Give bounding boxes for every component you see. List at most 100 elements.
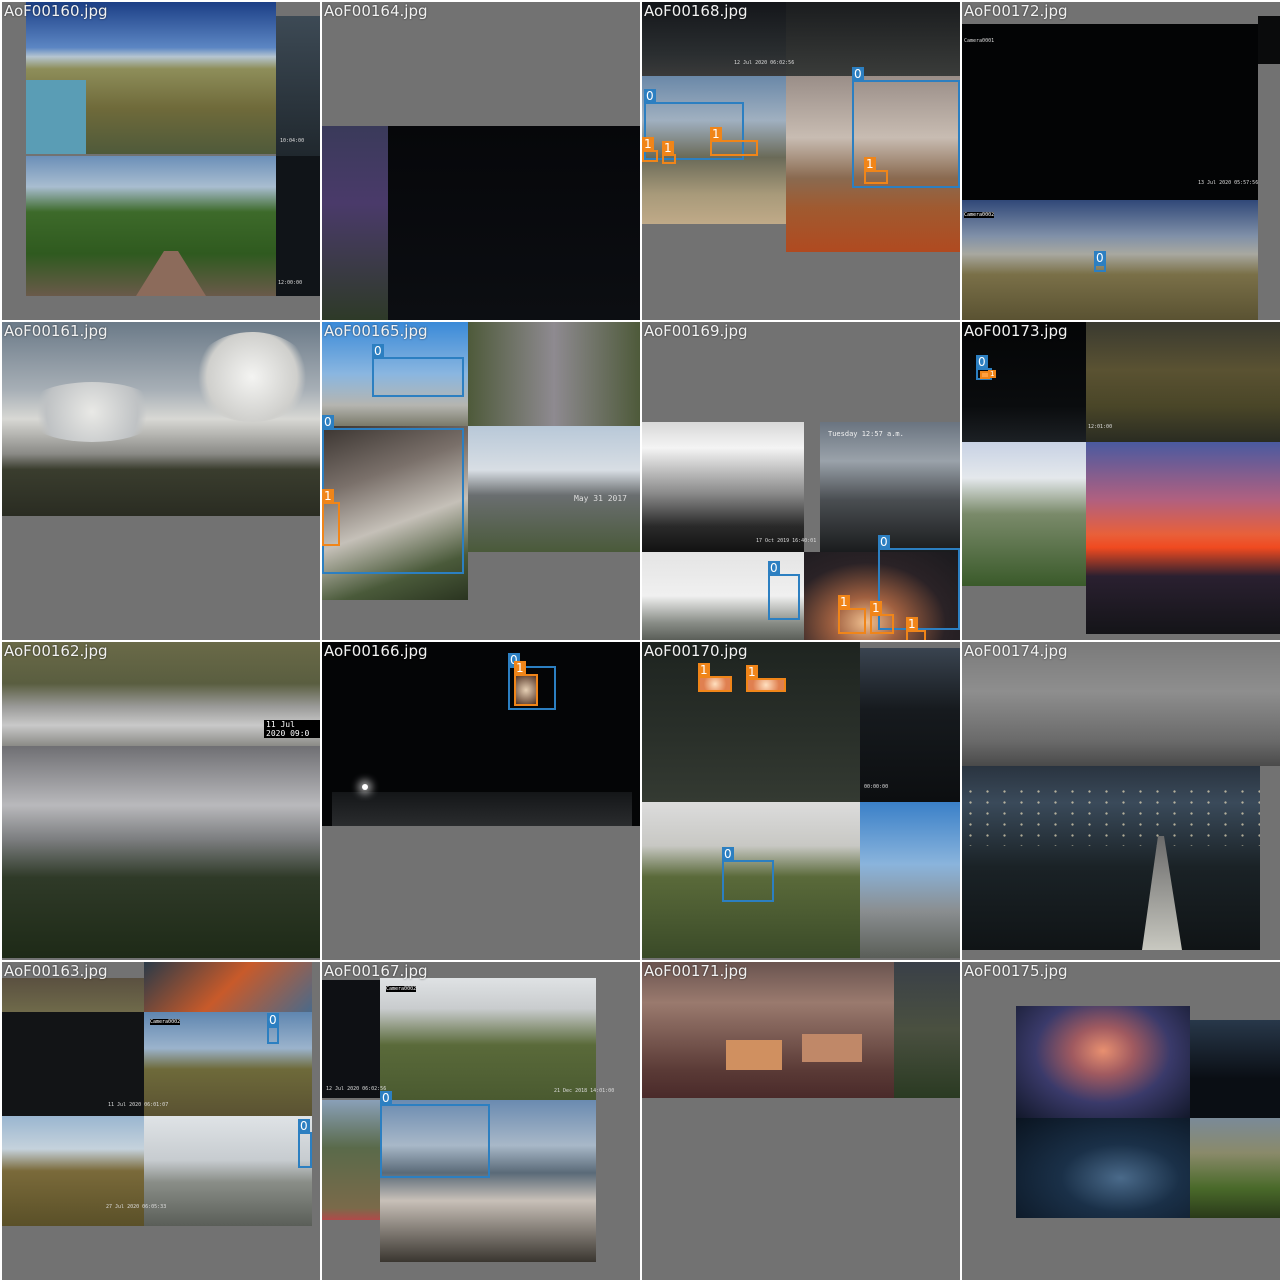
box-class-1: 1 <box>864 157 888 184</box>
box-label: 1 <box>746 665 758 679</box>
camera-label: Camera0002 <box>964 212 995 218</box>
tile-aof00166: AoF00166.jpg 0 1 <box>322 642 640 960</box>
photo-building <box>802 1034 862 1062</box>
box-class-1: 1 <box>980 370 997 379</box>
box-class-0: 0 <box>372 344 464 397</box>
timestamp: 00:00:00 <box>864 784 889 790</box>
photo-night <box>2 1012 144 1116</box>
timestamp: 12 Jul 2020 06:02:56 <box>734 60 795 66</box>
tile-filename: AoF00161.jpg <box>4 322 108 340</box>
box-label: 0 <box>852 67 864 81</box>
timestamp: 12:00:00 <box>278 280 303 286</box>
box-label: 0 <box>267 1013 279 1027</box>
tile-filename: AoF00174.jpg <box>964 642 1068 660</box>
photo-night-scene <box>388 126 640 320</box>
box-label: 1 <box>906 617 918 631</box>
photo-dark-field <box>786 2 960 76</box>
box-class-0: 0 <box>1094 251 1106 272</box>
photo-hill-dawn <box>962 200 1258 320</box>
photo-lightning-storm <box>1016 1006 1190 1118</box>
photo-city-lights <box>962 786 1260 846</box>
box-class-0: 0 <box>878 535 960 630</box>
photo-storm-clouds <box>1016 1118 1190 1218</box>
box-class-1: 1 <box>746 665 786 692</box>
photo-hills <box>2 978 144 1012</box>
tile-filename: AoF00175.jpg <box>964 962 1068 980</box>
photo-grayscale-road <box>962 642 1280 766</box>
box-class-0: 0 <box>380 1091 490 1178</box>
box-label: 0 <box>644 89 656 103</box>
box-label: 0 <box>322 415 334 429</box>
tile-aof00172: AoF00172.jpg Camera0001 13 Jul 2020 05:5… <box>962 2 1280 320</box>
tile-filename: AoF00163.jpg <box>4 962 108 980</box>
tile-aof00175: AoF00175.jpg <box>962 962 1280 1280</box>
photo-night-strip <box>276 156 320 296</box>
box-class-1: 1 <box>322 489 340 546</box>
box-label: 0 <box>1094 251 1106 265</box>
timestamp: 12 Jul 2020 06:02:56 <box>326 1086 387 1092</box>
box-class-0: 0 <box>644 89 744 160</box>
photo-dark-strip <box>276 16 320 156</box>
box-label: 1 <box>988 370 997 378</box>
box-class-0: 0 <box>852 67 960 188</box>
photo-night-ground <box>332 792 632 826</box>
photo-hill-strip <box>894 962 960 1098</box>
tile-aof00171: AoF00171.jpg <box>642 962 960 1280</box>
box-class-1: 1 <box>662 141 676 164</box>
photo-park-road <box>26 156 276 296</box>
photo-hillside <box>144 1012 312 1116</box>
photo-forest-smoke <box>642 802 860 958</box>
tile-aof00160: AoF00160.jpg 10:04:00 12:00:00 <box>2 2 320 320</box>
photo-antenna-tower <box>860 802 960 958</box>
box-label: 1 <box>698 663 710 677</box>
photo-smoky-town <box>642 962 894 1098</box>
box-label: 0 <box>380 1091 392 1105</box>
photo-red-sunset <box>1086 442 1280 634</box>
camera-label: Camera0002 <box>386 986 417 992</box>
tile-aof00167: AoF00167.jpg 12 Jul 2020 06:02:56 Camera… <box>322 962 640 1280</box>
photo-foggy-forest <box>2 746 320 958</box>
photo-mountain-view <box>26 2 276 154</box>
timestamp: 17 Oct 2019 16:40:01 <box>756 538 817 544</box>
photo-aerial-road <box>468 322 640 426</box>
timestamp: 10:04:00 <box>280 138 305 144</box>
photo-dark-strip <box>1258 16 1280 64</box>
box-label: 0 <box>768 561 780 575</box>
box-label: 1 <box>710 127 722 141</box>
photo-night-fire <box>322 642 640 826</box>
box-class-0: 0 <box>267 1013 279 1044</box>
photo-night-camera <box>962 24 1258 200</box>
tile-filename: AoF00173.jpg <box>964 322 1068 340</box>
timestamp: 11 Jul 2020 06:01:07 <box>108 1102 169 1108</box>
photo-night <box>322 980 380 1098</box>
timestamp: 27 Jul 2020 06:05:33 <box>106 1204 167 1210</box>
photo-dusk-hill <box>1086 322 1280 442</box>
tile-filename: AoF00164.jpg <box>324 2 428 20</box>
photo-cloud <box>192 332 312 422</box>
photo-field <box>322 1100 380 1220</box>
photo-street-light <box>362 784 368 790</box>
tile-aof00165: AoF00165.jpg 0 0 1 May 31 2017 <box>322 322 640 640</box>
box-class-1: 1 <box>698 663 732 692</box>
box-label: 1 <box>322 489 334 503</box>
photo-building-hill <box>468 426 640 552</box>
photo-smoke-blue-sky <box>322 322 468 426</box>
box-label: 1 <box>838 595 850 609</box>
timestamp: 21 Dec 2018 14:01:00 <box>554 1088 615 1094</box>
box-label: 1 <box>514 661 526 675</box>
caption: Tuesday 12:57 a.m. <box>828 430 904 438</box>
timestamp: 11 Jul 2020 09:0 <box>264 720 320 738</box>
photo-wildfire-smoke <box>322 426 468 600</box>
box-class-0: 0 <box>722 847 774 902</box>
box-class-0: 0 <box>298 1119 312 1168</box>
photo-dry-hills <box>2 1116 144 1226</box>
tile-filename: AoF00172.jpg <box>964 2 1068 20</box>
photo-sun-glare <box>642 422 804 552</box>
photo-dusk-road <box>642 2 786 76</box>
tile-filename: AoF00166.jpg <box>324 642 428 660</box>
photo-town-road <box>962 442 1086 586</box>
photo-building <box>726 1040 782 1070</box>
photo-cloud <box>22 382 162 442</box>
tile-filename: AoF00165.jpg <box>324 322 428 340</box>
